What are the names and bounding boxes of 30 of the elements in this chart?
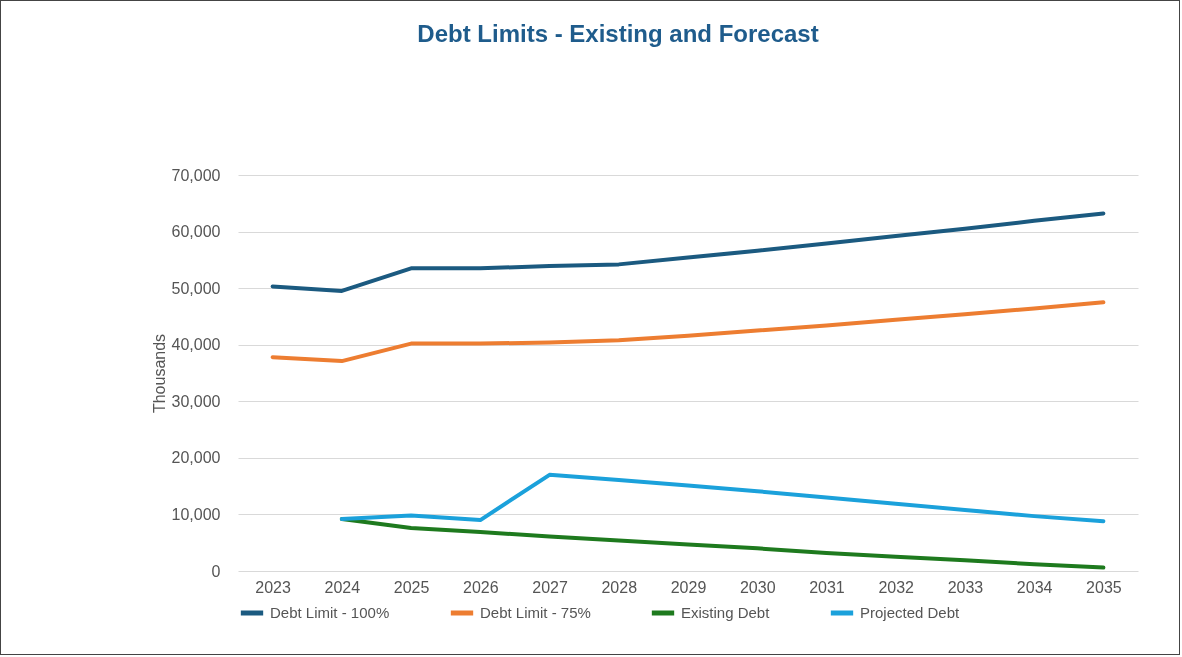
legend-label: Projected Debt <box>860 604 961 621</box>
line-series <box>339 472 1106 524</box>
x-tick-label: 2032 <box>878 578 915 596</box>
x-tick-label: 2029 <box>670 578 707 596</box>
x-tick-label: 2024 <box>324 578 361 596</box>
line-series <box>270 300 1106 364</box>
y-tick-label: 20,000 <box>171 449 221 467</box>
y-tick-label: 10,000 <box>171 505 221 523</box>
y-tick-label: 60,000 <box>171 223 221 241</box>
x-tick-label: 2030 <box>739 578 776 596</box>
x-tick-label: 2035 <box>1086 578 1122 596</box>
chart-title: Debt Limits - Existing and Forecast <box>417 20 819 47</box>
legend-label: Debt Limit - 75% <box>480 604 591 621</box>
x-tick-label: 2031 <box>809 578 845 596</box>
x-tick-label: 2025 <box>393 578 430 596</box>
y-tick-label: 30,000 <box>171 392 221 410</box>
legend-label: Debt Limit - 100% <box>270 604 390 621</box>
legend-label: Existing Debt <box>681 604 771 621</box>
line-series <box>270 211 1106 293</box>
y-axis-title: Thousands <box>150 333 168 414</box>
y-tick-label: 40,000 <box>171 336 221 354</box>
x-tick-label: 2033 <box>947 578 984 596</box>
y-tick-label: 70,000 <box>171 166 221 184</box>
y-tick-label: 50,000 <box>171 279 221 297</box>
y-tick-label: 0 <box>211 562 221 580</box>
x-tick-label: 2028 <box>601 578 638 596</box>
x-tick-label: 2027 <box>532 578 568 596</box>
x-tick-label: 2026 <box>463 578 499 596</box>
x-tick-label: 2023 <box>255 578 292 596</box>
x-tick-label: 2034 <box>1016 578 1053 596</box>
